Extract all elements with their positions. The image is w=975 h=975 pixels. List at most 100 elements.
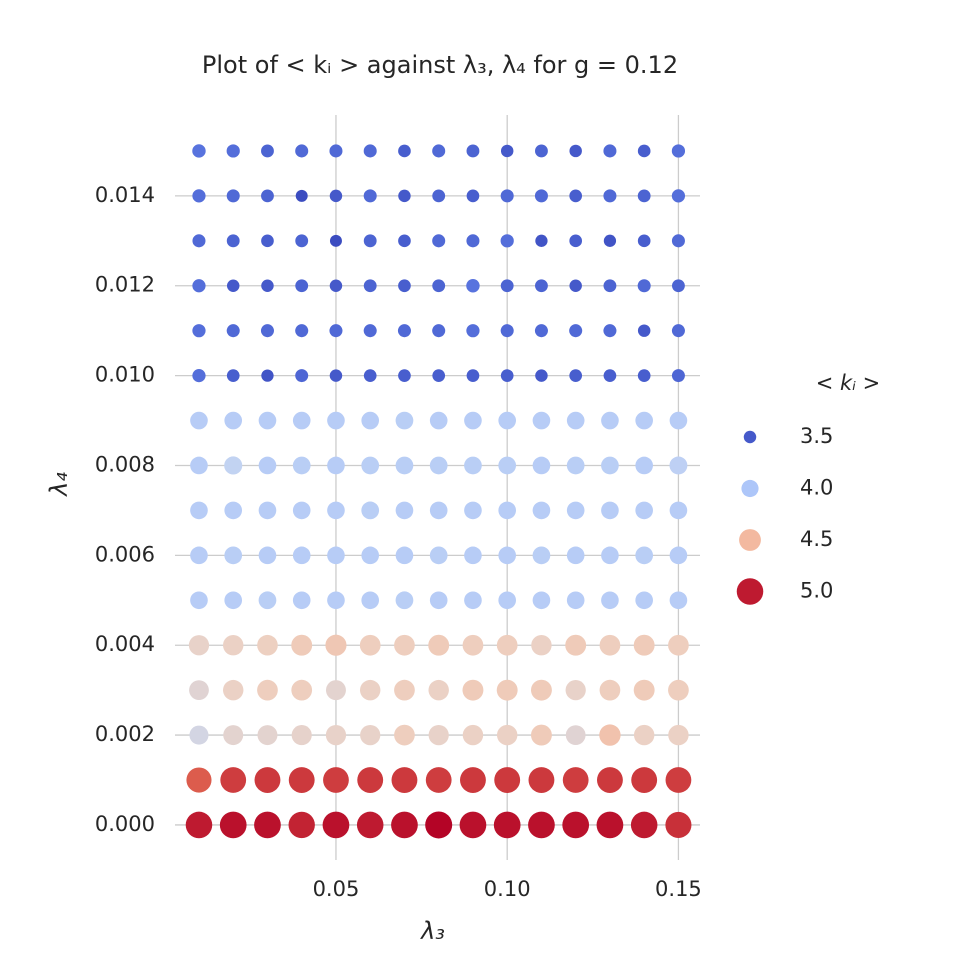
y-tick-label: 0.010: [95, 363, 155, 387]
point: [496, 724, 518, 746]
point: [329, 234, 342, 247]
point: [395, 411, 414, 430]
point: [429, 411, 448, 430]
point: [363, 324, 377, 338]
point: [494, 767, 521, 793]
point: [363, 279, 377, 293]
point: [566, 456, 585, 475]
point: [397, 324, 411, 338]
point: [630, 811, 658, 839]
point: [190, 591, 208, 610]
point: [633, 634, 655, 656]
point: [665, 811, 692, 838]
point: [460, 767, 486, 793]
point: [223, 634, 244, 656]
point: [295, 144, 309, 158]
point: [569, 189, 583, 203]
point: [254, 811, 281, 839]
point: [261, 234, 274, 248]
legend-marker: [739, 529, 761, 551]
point: [188, 635, 210, 656]
chart-title: Plot of < kᵢ > against λ₃, λ₄ for g = 0.…: [202, 51, 678, 79]
point: [635, 546, 654, 565]
point: [395, 591, 414, 610]
point: [329, 279, 343, 292]
point: [530, 679, 552, 701]
legend-marker: [743, 430, 757, 444]
point: [464, 591, 482, 610]
point: [534, 189, 548, 203]
point: [361, 591, 380, 610]
point: [668, 634, 689, 656]
point: [466, 144, 480, 158]
point: [260, 324, 274, 338]
point: [398, 279, 411, 293]
point: [500, 189, 514, 203]
point: [601, 591, 619, 610]
point: [596, 767, 623, 793]
point: [288, 767, 315, 793]
point: [224, 456, 243, 475]
point: [603, 324, 617, 338]
point: [637, 279, 651, 293]
legend-label: 4.0: [800, 476, 833, 500]
point: [327, 591, 345, 610]
point: [459, 811, 487, 839]
point: [566, 591, 585, 610]
point: [528, 811, 555, 839]
point: [226, 279, 240, 292]
y-tick-label: 0.008: [95, 452, 155, 476]
point: [394, 634, 415, 656]
point: [258, 546, 277, 565]
point: [535, 369, 548, 382]
point: [192, 279, 206, 293]
point: [295, 189, 308, 202]
point: [394, 724, 415, 746]
point: [569, 234, 583, 248]
point: [569, 369, 583, 382]
point: [601, 456, 619, 475]
point: [665, 767, 692, 793]
point: [531, 634, 552, 656]
point: [291, 725, 312, 746]
point: [432, 234, 446, 248]
point: [534, 324, 548, 338]
point: [329, 189, 343, 203]
point: [361, 411, 380, 430]
point: [329, 369, 343, 382]
point: [192, 324, 206, 338]
point: [599, 724, 621, 746]
point: [671, 324, 685, 338]
point: [192, 144, 206, 158]
point: [361, 546, 380, 565]
x-tick-label: 0.10: [484, 877, 531, 901]
point: [569, 324, 583, 338]
point: [394, 679, 415, 701]
point: [395, 456, 414, 475]
point: [464, 501, 482, 520]
point: [428, 679, 449, 701]
y-tick-label: 0.014: [95, 183, 155, 207]
point: [398, 369, 411, 382]
point: [226, 189, 240, 203]
point: [637, 189, 651, 203]
point: [671, 189, 686, 203]
point: [500, 144, 514, 158]
point: [671, 369, 685, 383]
point: [327, 456, 345, 475]
point: [498, 456, 517, 475]
point: [327, 546, 345, 565]
point: [226, 234, 240, 248]
point: [432, 324, 446, 338]
point: [429, 546, 448, 565]
point: [601, 411, 619, 430]
point: [258, 501, 277, 520]
point: [432, 144, 446, 158]
point: [186, 767, 212, 793]
point: [601, 501, 619, 520]
point: [261, 189, 274, 203]
point: [223, 679, 244, 701]
point: [258, 411, 277, 430]
point: [189, 725, 209, 745]
point: [292, 591, 311, 610]
